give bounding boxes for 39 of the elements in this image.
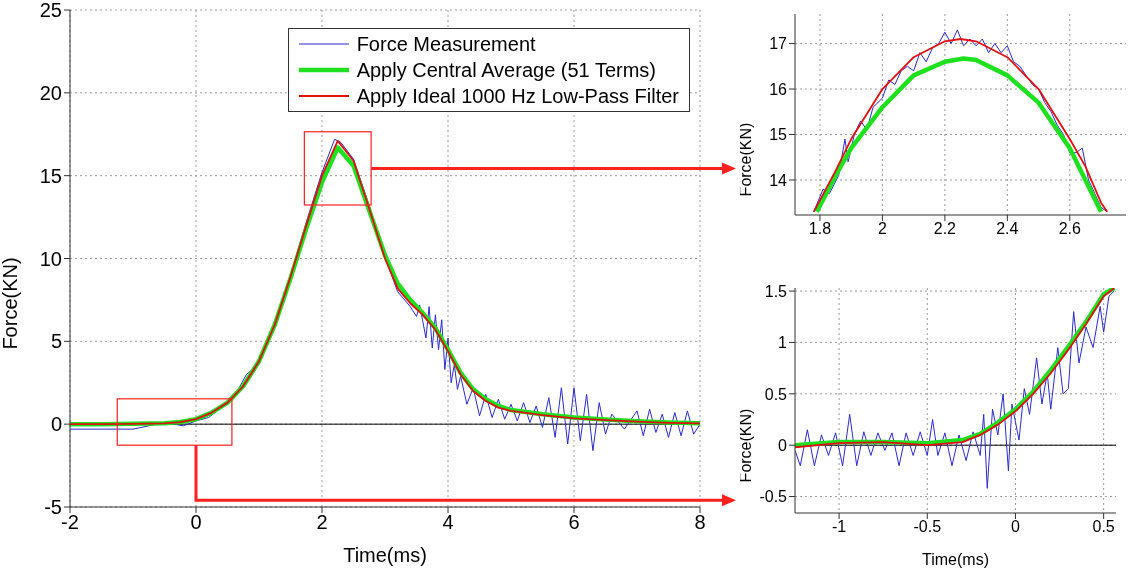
y-tick-label: 1.5 [764,282,788,300]
y-tick-label: 15 [769,126,788,144]
y-tick-label: 1 [778,334,788,352]
x-tick-label: 0 [1011,518,1021,536]
x-tick-label: 6 [568,511,580,534]
y-tick-label: 0 [50,413,62,436]
y-tick-label: -5 [44,496,62,519]
y-tick-label: 17 [769,35,788,53]
y-tick-label: 10 [39,247,62,270]
y-tick-label: 20 [39,81,62,104]
x-axis-title: Time(ms) [343,544,427,566]
y-tick-label: 15 [39,164,62,187]
x-tick-label: 0 [190,511,202,534]
x-tick-label: -1 [831,518,847,536]
y-tick-label: 0 [778,436,788,454]
legend-label: Apply Central Average (51 Terms) [356,58,657,83]
y-tick-label: -0.5 [759,488,788,506]
x-tick-label: -2 [61,511,79,534]
y-axis-title: Force(KN) [736,408,754,483]
y-tick-label: 16 [769,80,788,98]
y-tick-label: 25 [39,0,62,22]
x-tick-label: 8 [694,511,706,534]
x-axis-title: Time(ms) [922,551,989,568]
legend-label: Apply Ideal 1000 Hz Low-Pass Filter [356,84,679,109]
x-tick-label: 2.6 [1058,220,1082,238]
x-tick-label: 4 [442,511,454,534]
x-tick-label: 0.5 [1092,518,1115,536]
x-tick-label: 1.8 [808,220,832,238]
y-tick-label: 0.5 [764,385,788,403]
y-axis-title: Force(KN) [736,122,754,197]
y-tick-label: 5 [50,330,62,353]
x-tick-label: 2.4 [996,220,1019,238]
y-tick-label: 14 [769,171,788,189]
y-axis-title: Force(KN) [0,257,22,350]
x-tick-label: 2 [877,220,887,238]
x-tick-label: 2 [316,511,328,534]
legend-label: Force Measurement [356,32,536,57]
x-tick-label: 2.2 [933,220,957,238]
x-tick-label: -0.5 [913,518,942,536]
